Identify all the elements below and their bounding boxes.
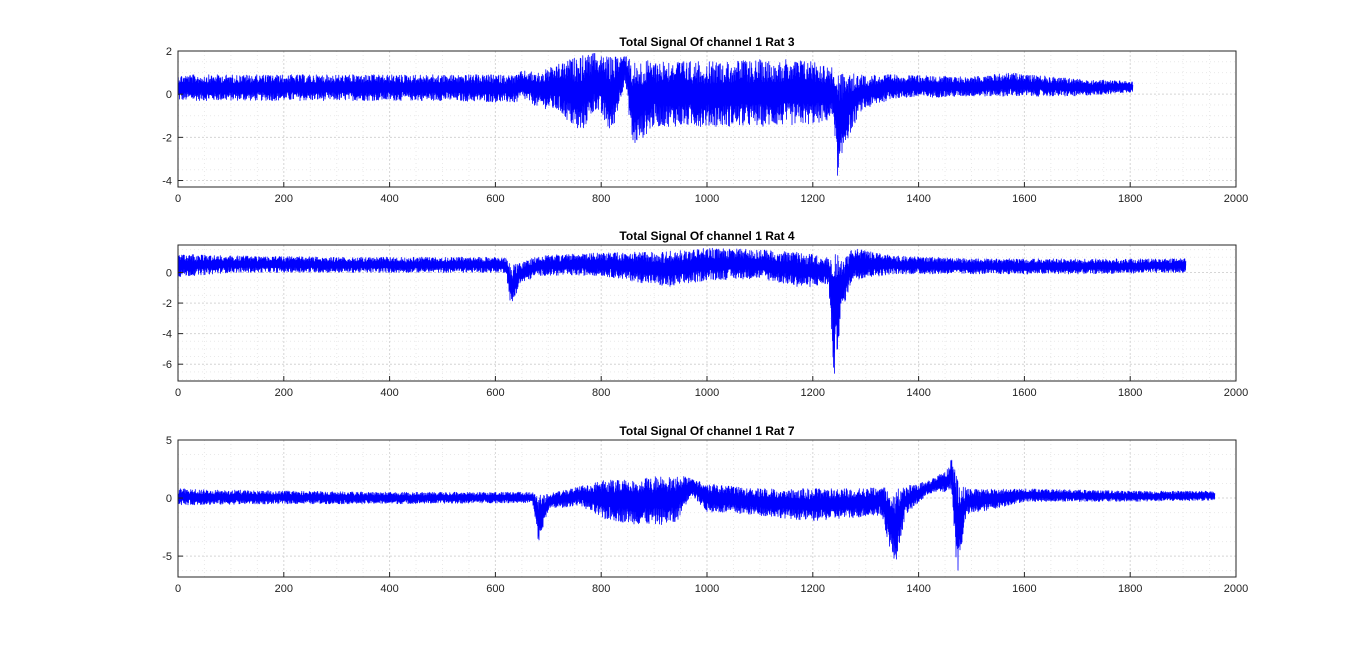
x-tick-label: 800: [592, 387, 610, 399]
x-tick-label: 1400: [906, 583, 930, 595]
x-tick-label: 1000: [695, 583, 719, 595]
y-tick-label: -2: [162, 298, 172, 310]
x-tick-label: 800: [592, 193, 610, 205]
x-tick-label: 400: [380, 387, 398, 399]
subplot-rat-3: 0 200 400 600 800 1000 1200 1400 1600 1800 200020-…: [162, 35, 1248, 205]
subplot-rat-7: 0 200 400 600 800 1000 1200 1400 1600 1800 2000 5 0 -…: [162, 424, 1248, 595]
x-tick-label: 0: [175, 583, 181, 595]
y-tick-label: -5: [162, 551, 172, 563]
x-tick-label: 400: [380, 583, 398, 595]
x-tick-label: 400: [380, 193, 398, 205]
y-tick-label: -6: [162, 359, 172, 371]
x-tick-label: 1200: [801, 387, 825, 399]
y-tick-label: 0: [166, 89, 172, 101]
signal-line: [178, 247, 1187, 374]
signal-line: [178, 53, 1134, 176]
y-tick-label: 5: [166, 435, 172, 447]
y-tick-label: -4: [162, 176, 172, 188]
y-tick-label: -2: [162, 132, 172, 144]
x-tick-label: 1400: [906, 387, 930, 399]
x-tick-label: 200: [275, 583, 293, 595]
x-tick-label: 1000: [695, 387, 719, 399]
x-tick-label: 1400: [906, 193, 930, 205]
x-tick-label: 2000: [1224, 193, 1248, 205]
x-tick-label: 1000: [695, 193, 719, 205]
x-tick-label: 0: [175, 387, 181, 399]
subplot-title: Total Signal Of channel 1 Rat 7: [619, 424, 794, 438]
x-tick-label: 200: [275, 193, 293, 205]
subplot-title: Total Signal Of channel 1 Rat 4: [619, 229, 794, 243]
subplot-title: Total Signal Of channel 1 Rat 3: [619, 35, 794, 49]
y-tick-label: 0: [166, 268, 172, 280]
y-tick-label: -4: [162, 329, 172, 341]
x-tick-label: 200: [275, 387, 293, 399]
x-tick-label: 1600: [1012, 387, 1036, 399]
x-tick-label: 2000: [1224, 583, 1248, 595]
x-tick-label: 1600: [1012, 583, 1036, 595]
x-tick-label: 1200: [801, 583, 825, 595]
x-tick-label: 1200: [801, 193, 825, 205]
x-tick-label: 600: [486, 583, 504, 595]
x-tick-label: 2000: [1224, 387, 1248, 399]
y-tick-label: 2: [166, 46, 172, 58]
x-tick-label: 800: [592, 583, 610, 595]
x-tick-label: 1800: [1118, 193, 1142, 205]
y-tick-label: 0: [166, 493, 172, 505]
x-tick-label: 0: [175, 193, 181, 205]
x-tick-label: 600: [486, 387, 504, 399]
x-tick-label: 1600: [1012, 193, 1036, 205]
x-tick-label: 1800: [1118, 387, 1142, 399]
x-tick-label: 1800: [1118, 583, 1142, 595]
subplot-rat-4: 0 200 400 600 800 1000 1200 1400 1600 1800 2000 0 -2…: [162, 229, 1248, 399]
x-tick-label: 600: [486, 193, 504, 205]
signal-line: [178, 459, 1216, 571]
